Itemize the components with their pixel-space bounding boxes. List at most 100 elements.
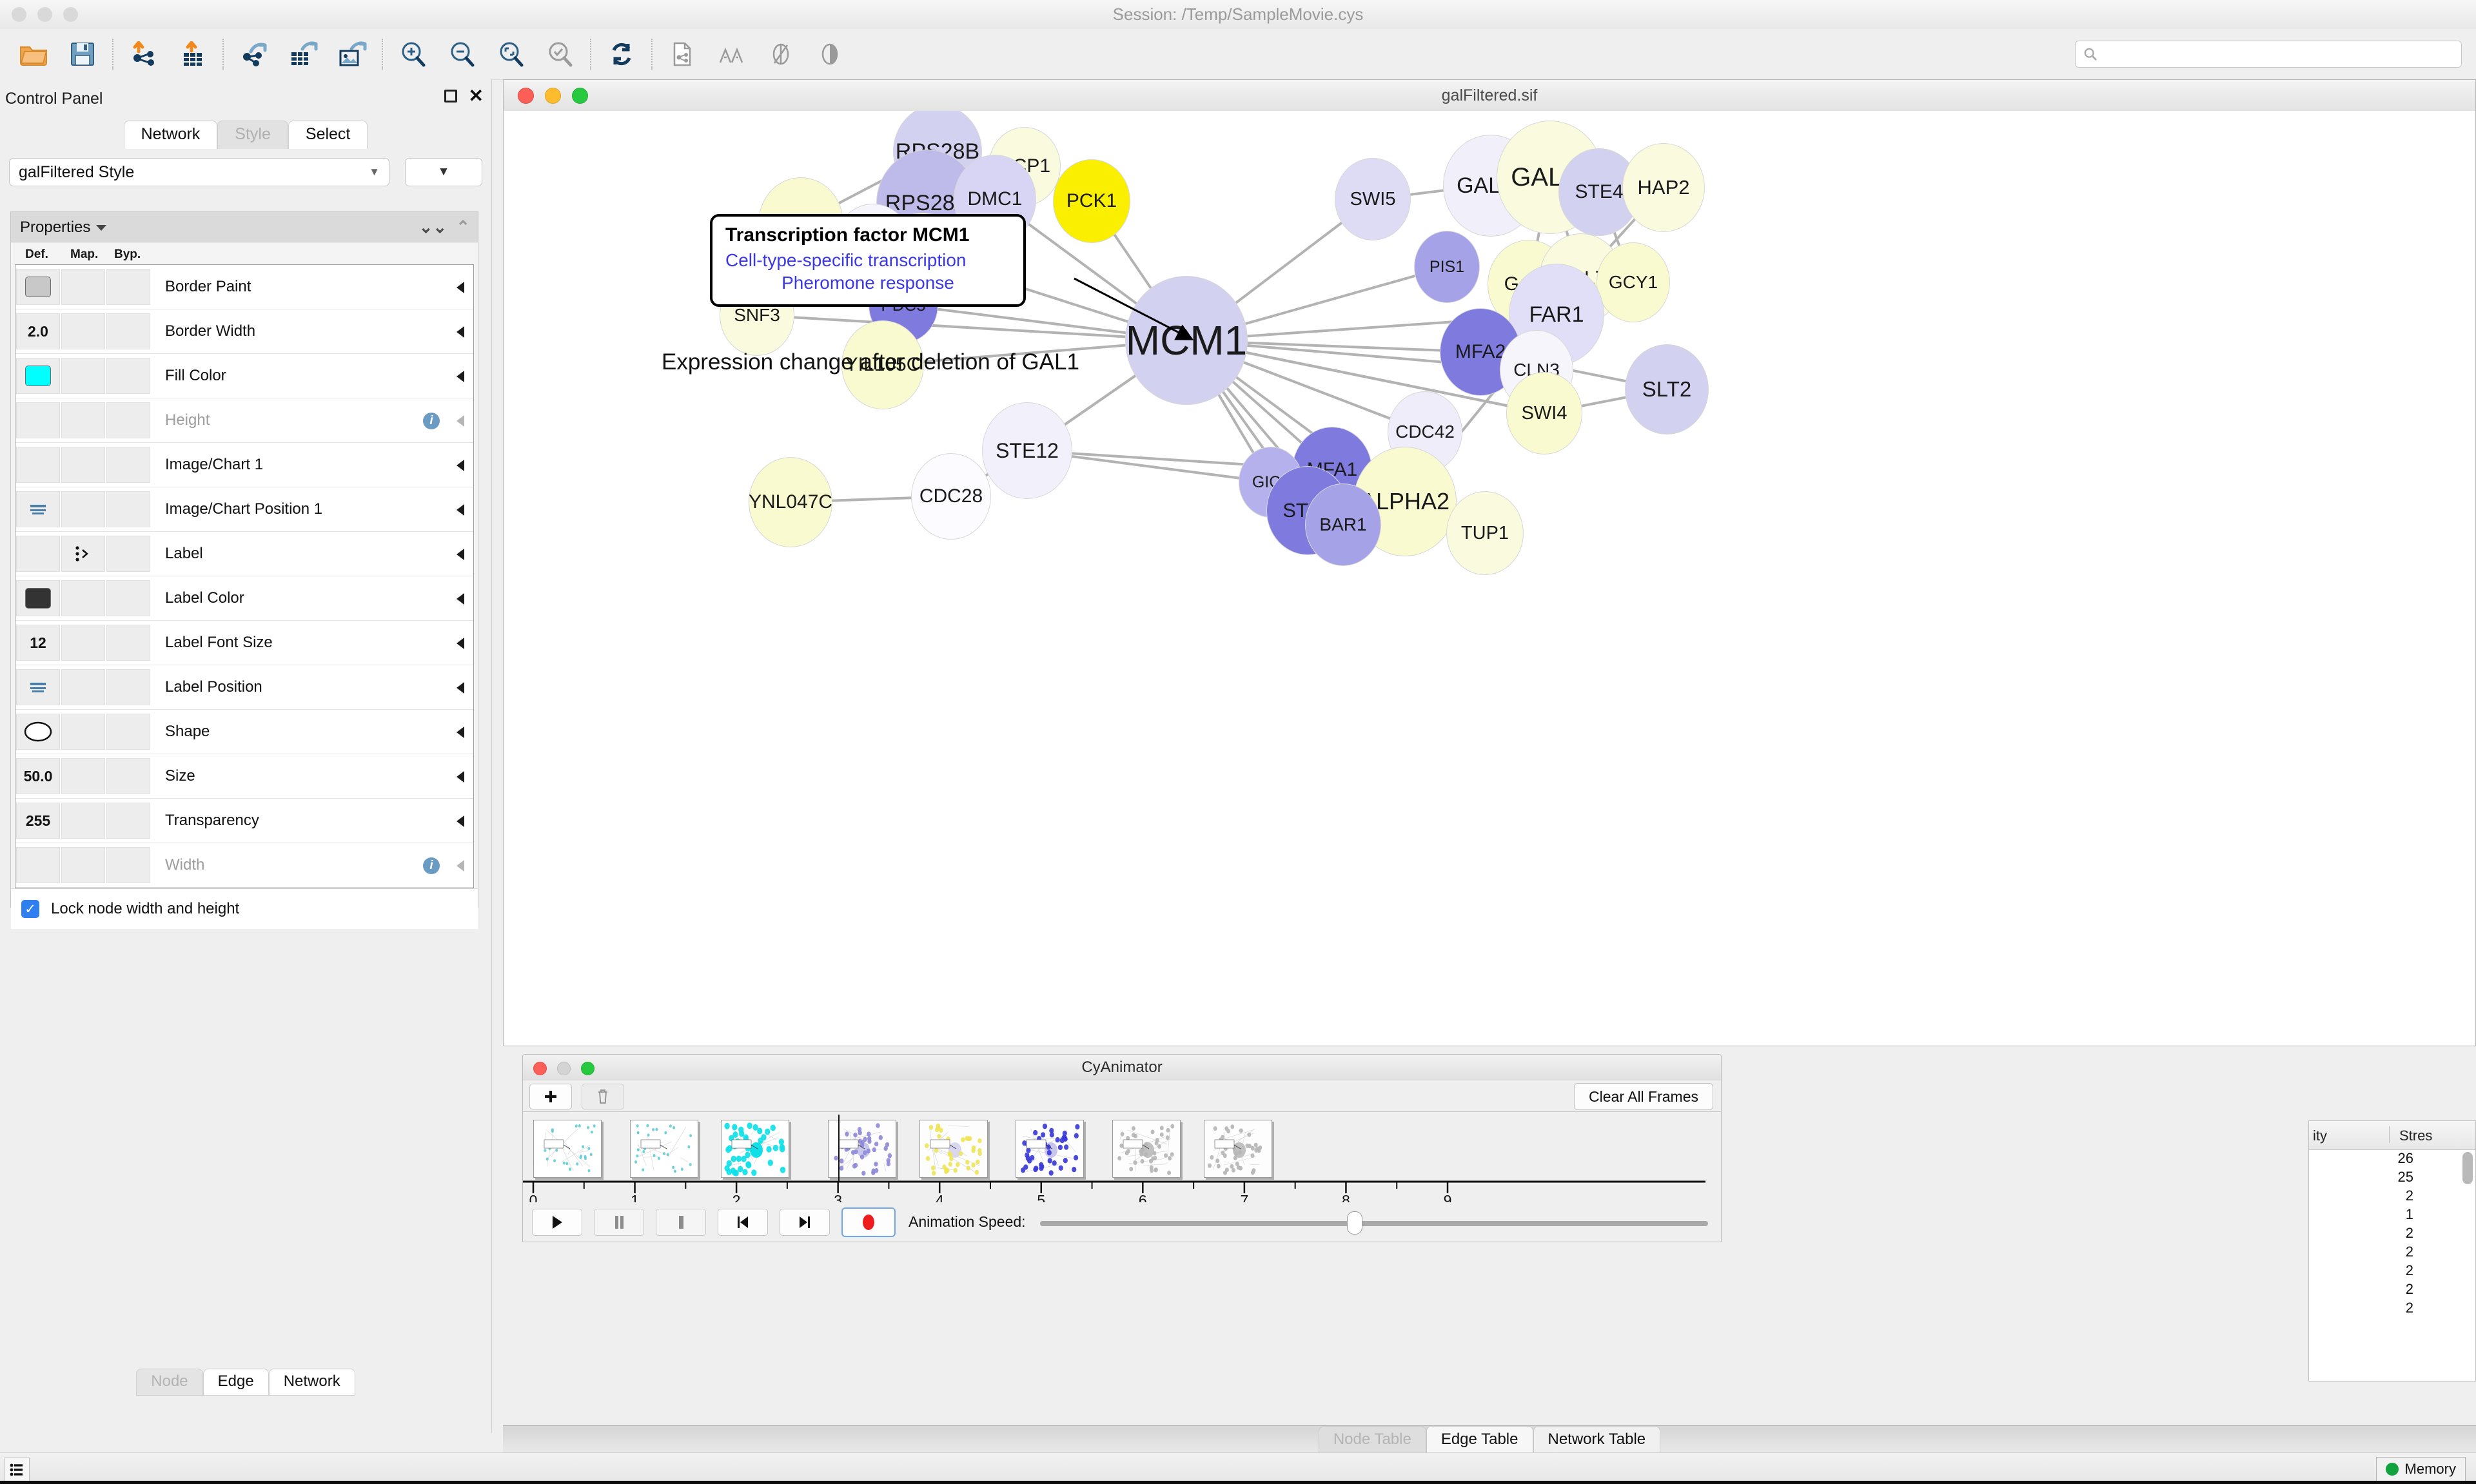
tab-node[interactable]: Node	[136, 1369, 203, 1396]
property-default-cell[interactable]	[16, 358, 60, 394]
property-mapping-cell[interactable]	[61, 402, 105, 438]
next-button[interactable]	[780, 1208, 830, 1236]
network-node[interactable]: BAR1	[1305, 483, 1381, 566]
animation-frame[interactable]	[919, 1120, 988, 1178]
expand-arrow-icon[interactable]	[457, 371, 464, 382]
table-row[interactable]: 2	[2405, 1187, 2413, 1204]
table-scrollbar[interactable]	[2462, 1152, 2473, 1184]
hide-icon[interactable]	[756, 29, 805, 79]
property-bypass-cell[interactable]	[106, 402, 150, 438]
network-node[interactable]: PCK1	[1053, 159, 1130, 243]
tab-node-table[interactable]: Node Table	[1318, 1426, 1426, 1455]
style-options-menu-button[interactable]: ▼	[405, 158, 482, 186]
maximize-window-dot[interactable]	[581, 1062, 594, 1075]
network-node[interactable]: HAP2	[1622, 143, 1705, 232]
lock-checkbox[interactable]: ✓	[21, 900, 39, 918]
property-bypass-cell[interactable]	[106, 269, 150, 305]
property-row[interactable]: 2.0 Border Width	[15, 309, 473, 354]
expand-arrow-icon[interactable]	[457, 593, 464, 605]
close-icon[interactable]: ✕	[468, 86, 484, 106]
zoom-selected-icon[interactable]	[536, 29, 585, 79]
property-bypass-cell[interactable]	[106, 358, 150, 394]
expand-arrow-icon[interactable]	[457, 415, 464, 427]
property-mapping-cell[interactable]	[61, 358, 105, 394]
play-button[interactable]	[532, 1208, 582, 1236]
maximize-window-dot[interactable]	[63, 7, 78, 22]
zoom-out-icon[interactable]	[438, 29, 487, 79]
maximize-window-dot[interactable]	[572, 88, 588, 104]
network-node[interactable]: STE12	[982, 402, 1072, 499]
tab-edge-table[interactable]: Edge Table	[1426, 1426, 1533, 1455]
property-mapping-cell[interactable]	[61, 714, 105, 750]
refresh-icon[interactable]	[597, 29, 646, 79]
property-default-cell[interactable]: 2.0	[16, 313, 60, 349]
annotation-box[interactable]: Transcription factor MCM1 Cell-type-spec…	[710, 214, 1026, 307]
property-default-cell[interactable]	[16, 847, 60, 883]
expand-arrow-icon[interactable]	[457, 282, 464, 293]
restore-icon[interactable]	[444, 90, 457, 103]
expand-arrow-icon[interactable]	[457, 638, 464, 649]
property-row[interactable]: Label	[15, 532, 473, 576]
property-bypass-cell[interactable]	[106, 313, 150, 349]
property-bypass-cell[interactable]	[106, 580, 150, 616]
property-default-cell[interactable]: 255	[16, 803, 60, 839]
table-row[interactable]: 1	[2405, 1206, 2413, 1222]
property-row[interactable]: Height i	[15, 398, 473, 443]
expand-arrow-icon[interactable]	[457, 860, 464, 872]
table-row[interactable]: 2	[2405, 1281, 2413, 1297]
animation-frame[interactable]	[533, 1120, 602, 1178]
expand-arrow-icon[interactable]	[457, 460, 464, 471]
memory-button[interactable]: Memory	[2375, 1457, 2466, 1481]
animation-frame[interactable]	[1112, 1120, 1181, 1178]
property-default-cell[interactable]	[16, 580, 60, 616]
new-network-icon[interactable]	[658, 29, 707, 79]
property-row[interactable]: 255 Transparency	[15, 799, 473, 843]
style-select[interactable]: galFiltered Style ▼	[9, 158, 389, 186]
lock-node-size-row[interactable]: ✓ Lock node width and height	[11, 888, 478, 929]
record-button[interactable]	[841, 1207, 896, 1237]
properties-dropdown-icon[interactable]	[96, 225, 106, 231]
network-node[interactable]: SWI5	[1335, 158, 1411, 240]
network-window-controls[interactable]	[518, 88, 588, 104]
property-default-cell[interactable]	[16, 714, 60, 750]
property-bypass-cell[interactable]	[106, 714, 150, 750]
slider-knob[interactable]	[1347, 1211, 1363, 1235]
color-swatch[interactable]	[25, 588, 51, 609]
tab-network-style[interactable]: Network	[268, 1369, 355, 1396]
expand-arrow-icon[interactable]	[457, 326, 464, 338]
property-row[interactable]: Width i	[15, 843, 473, 888]
property-default-cell[interactable]	[16, 447, 60, 483]
app-window-controls[interactable]	[12, 7, 78, 22]
property-default-cell[interactable]	[16, 269, 60, 305]
add-frame-button[interactable]	[529, 1084, 572, 1109]
table-row[interactable]: 2	[2405, 1262, 2413, 1278]
network-canvas[interactable]: RPS28BDCP1RPS28ADMC1PCK1SWI5GAL80GAL11ST…	[504, 111, 2475, 1046]
property-row[interactable]: Image/Chart 1	[15, 443, 473, 487]
expand-arrow-icon[interactable]	[457, 815, 464, 827]
expand-arrow-icon[interactable]	[457, 504, 464, 516]
animation-speed-slider[interactable]	[1039, 1211, 1708, 1235]
network-node[interactable]: YIL105C	[841, 320, 924, 409]
network-node[interactable]: CDC28	[911, 453, 991, 540]
close-window-dot[interactable]	[518, 88, 534, 104]
network-node[interactable]: GCY1	[1597, 242, 1670, 322]
layout-icon[interactable]	[707, 29, 756, 79]
color-swatch[interactable]	[25, 366, 51, 386]
export-image-icon[interactable]	[328, 29, 377, 79]
search-input[interactable]	[2075, 41, 2462, 68]
export-table-icon[interactable]	[279, 29, 328, 79]
property-row[interactable]: Label Color	[15, 576, 473, 621]
property-bypass-cell[interactable]	[106, 758, 150, 794]
network-node[interactable]: TUP1	[1446, 491, 1524, 575]
property-mapping-cell[interactable]	[61, 847, 105, 883]
clear-all-frames-button[interactable]: Clear All Frames	[1574, 1083, 1713, 1110]
property-mapping-cell[interactable]	[61, 580, 105, 616]
expand-arrow-icon[interactable]	[457, 549, 464, 560]
expand-arrow-icon[interactable]	[457, 727, 464, 738]
close-window-dot[interactable]	[533, 1062, 547, 1075]
tab-style[interactable]: Style	[217, 121, 288, 149]
property-row[interactable]: Label Position	[15, 665, 473, 710]
table-row[interactable]: 2	[2405, 1300, 2413, 1316]
property-row[interactable]: Image/Chart Position 1	[15, 487, 473, 532]
